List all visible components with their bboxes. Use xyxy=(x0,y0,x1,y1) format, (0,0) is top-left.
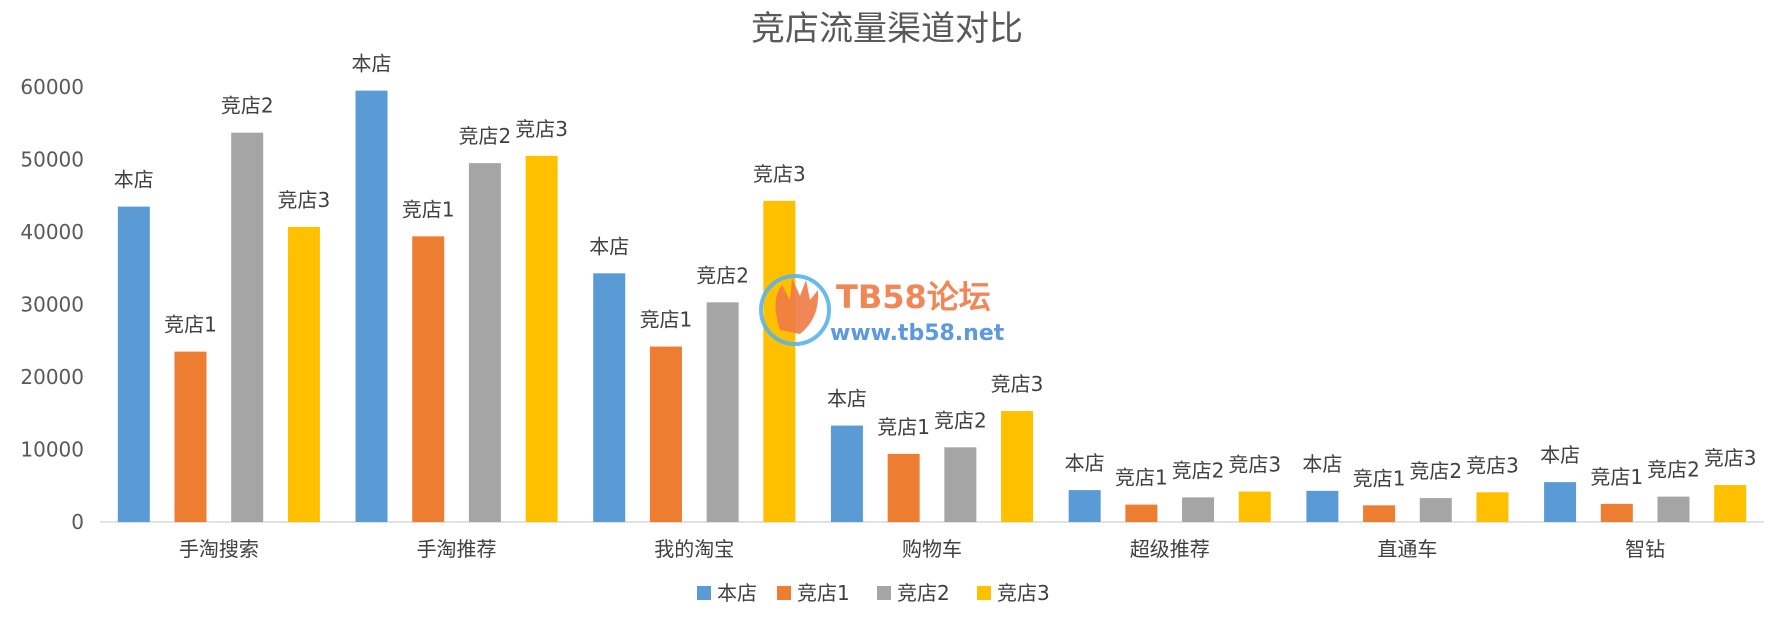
bar-data-label: 竞店2 xyxy=(1172,458,1225,482)
watermark-url: www.tb58.net xyxy=(830,321,1005,346)
bar xyxy=(231,132,264,523)
bar-data-label: 竞店2 xyxy=(1647,458,1700,482)
bar xyxy=(1238,491,1271,522)
y-axis: 0 10000 20000 30000 40000 50000 60000 xyxy=(20,75,84,534)
legend-label: 竞店2 xyxy=(897,581,950,605)
bar-data-label: 本店 xyxy=(1302,452,1342,476)
x-category-label: 超级推荐 xyxy=(1130,537,1210,561)
watermark: TB58论坛 www.tb58.net xyxy=(759,274,1005,346)
bar-data-label: 竞店1 xyxy=(402,197,455,221)
bar-data-label: 竞店3 xyxy=(991,372,1044,396)
y-tick-label: 20000 xyxy=(20,365,84,389)
bar xyxy=(1476,492,1509,522)
bar-data-label: 本店 xyxy=(114,168,154,192)
bar xyxy=(1306,490,1339,522)
bar-data-label: 竞店3 xyxy=(278,188,331,212)
bar-data-label: 竞店1 xyxy=(1353,466,1406,490)
bar-data-label: 本店 xyxy=(352,52,392,76)
bar-data-label: 竞店2 xyxy=(221,94,274,118)
bar xyxy=(1657,496,1690,522)
legend-swatch xyxy=(977,586,991,600)
y-tick-label: 30000 xyxy=(20,293,84,317)
legend-swatch xyxy=(697,586,711,600)
x-category-label: 购物车 xyxy=(902,537,962,561)
x-category-label: 我的淘宝 xyxy=(654,537,734,561)
bar-data-label: 竞店2 xyxy=(1409,459,1462,483)
legend-label: 竞店3 xyxy=(997,581,1050,605)
legend-swatch xyxy=(877,586,891,600)
bar-data-label: 竞店1 xyxy=(1590,465,1643,489)
bar-data-label: 本店 xyxy=(1065,451,1105,475)
legend-label: 本店 xyxy=(717,581,757,605)
bar xyxy=(174,351,207,522)
x-category-label: 智钻 xyxy=(1625,537,1665,561)
legend-swatch xyxy=(777,586,791,600)
bar xyxy=(1125,504,1158,522)
bar-data-label: 竞店3 xyxy=(1228,453,1281,477)
category-labels-group: 手淘搜索 手淘推荐 我的淘宝 购物车 超级推荐 直通车 智钻 xyxy=(179,537,1665,561)
watermark-title: TB58论坛 xyxy=(836,278,991,316)
bar-data-label: 本店 xyxy=(589,234,629,258)
bar xyxy=(1419,498,1452,522)
bar xyxy=(355,90,388,522)
bar xyxy=(1363,505,1396,522)
y-tick-label: 10000 xyxy=(20,438,84,462)
x-category-label: 手淘推荐 xyxy=(417,537,497,561)
bar-data-label: 本店 xyxy=(827,387,867,411)
y-tick-label: 60000 xyxy=(20,75,84,99)
bar xyxy=(117,206,150,522)
bar-data-label: 竞店2 xyxy=(696,263,749,287)
bar-data-label: 竞店1 xyxy=(1115,466,1168,490)
bar-data-label: 竞店2 xyxy=(934,408,987,432)
bar xyxy=(830,425,863,522)
bar-data-label: 竞店2 xyxy=(459,124,512,148)
bar xyxy=(468,163,501,522)
bar xyxy=(1068,490,1101,522)
bar xyxy=(1600,503,1633,522)
bar xyxy=(1182,497,1215,522)
bar xyxy=(1001,411,1034,522)
bar xyxy=(944,447,977,522)
x-category-label: 手淘搜索 xyxy=(179,537,259,561)
bar xyxy=(763,200,796,522)
bar-data-label: 竞店1 xyxy=(877,415,930,439)
bar xyxy=(649,346,682,522)
bar-data-label: 竞店1 xyxy=(164,313,217,337)
legend: 本店 竞店1 竞店2 竞店3 xyxy=(697,581,1050,605)
bar-data-label: 竞店3 xyxy=(1466,453,1519,477)
watermark-hand-logo xyxy=(759,274,831,346)
bar-data-label: 竞店3 xyxy=(753,162,806,186)
y-tick-label: 0 xyxy=(71,510,84,534)
y-tick-label: 50000 xyxy=(20,148,84,172)
y-tick-label: 40000 xyxy=(20,220,84,244)
bar-data-label: 竞店3 xyxy=(515,117,568,141)
bar xyxy=(525,155,558,522)
bar xyxy=(593,273,626,522)
bar-data-label: 竞店1 xyxy=(640,308,693,332)
bar xyxy=(412,236,445,522)
legend-label: 竞店1 xyxy=(797,581,850,605)
bars-group xyxy=(117,90,1747,523)
bar xyxy=(706,302,739,522)
bar xyxy=(887,453,920,522)
bar-data-label: 竞店3 xyxy=(1704,446,1757,470)
bar xyxy=(287,226,320,523)
bar-data-label: 本店 xyxy=(1540,443,1580,467)
bar xyxy=(1544,482,1577,522)
bar xyxy=(1714,485,1747,522)
x-category-label: 直通车 xyxy=(1377,537,1437,561)
chart-title: 竞店流量渠道对比 xyxy=(751,9,1023,49)
